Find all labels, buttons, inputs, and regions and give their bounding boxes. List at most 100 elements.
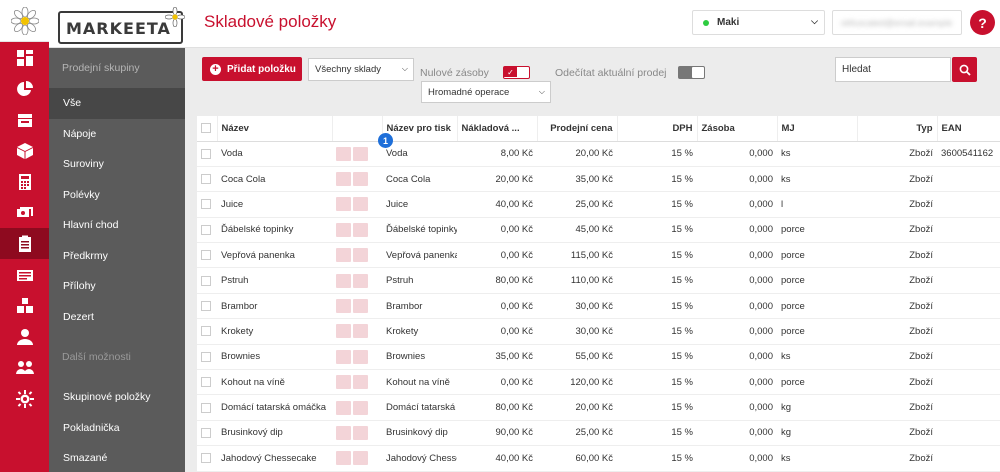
- search-input[interactable]: [835, 57, 951, 82]
- col-header-price[interactable]: Prodejní cena: [537, 116, 618, 142]
- sidebar-item-hlavni-chod[interactable]: Hlavní chod: [63, 219, 119, 232]
- table-row[interactable]: Brownies Brownies 35,00 Kč 55,00 Kč 15 % 0,00…: [197, 344, 1000, 371]
- col-header-type[interactable]: Typ: [857, 116, 938, 142]
- sidebar-item-dezert[interactable]: Dezert: [63, 310, 94, 323]
- edit-icon[interactable]: [336, 375, 351, 390]
- edit-icon[interactable]: [336, 146, 351, 161]
- checkbox[interactable]: [201, 402, 211, 413]
- sidebar-item-pokladnicka[interactable]: Pokladnička: [63, 421, 120, 434]
- duplicate-icon[interactable]: [353, 172, 368, 187]
- duplicate-icon[interactable]: [353, 324, 368, 339]
- row-checkbox[interactable]: [197, 344, 217, 371]
- sidebar-item-suroviny[interactable]: Suroviny: [63, 158, 104, 171]
- edit-icon[interactable]: [336, 197, 351, 212]
- duplicate-icon[interactable]: [353, 400, 368, 415]
- row-checkbox[interactable]: [197, 217, 217, 244]
- col-header-ean[interactable]: EAN: [937, 116, 1000, 142]
- checkbox[interactable]: [201, 427, 211, 438]
- row-checkbox[interactable]: [197, 191, 217, 218]
- duplicate-icon[interactable]: [353, 146, 368, 161]
- logo-cell[interactable]: [0, 0, 49, 42]
- rail-pie-chart-button[interactable]: [0, 73, 49, 104]
- checkbox[interactable]: [201, 301, 211, 312]
- row-checkbox[interactable]: [197, 445, 217, 472]
- duplicate-icon[interactable]: [353, 349, 368, 364]
- add-item-button[interactable]: + Přidat položku: [202, 57, 302, 81]
- duplicate-icon[interactable]: [353, 425, 368, 440]
- col-header-print-name[interactable]: Název pro tisk: [382, 116, 458, 142]
- table-row[interactable]: Kohout na víně Kohout na víně 0,00 Kč 120,0…: [197, 369, 1000, 396]
- checkbox[interactable]: [201, 453, 211, 464]
- duplicate-icon[interactable]: [353, 273, 368, 288]
- rail-inbox-button[interactable]: [0, 104, 49, 135]
- rail-dashboard-button[interactable]: [0, 42, 49, 73]
- row-checkbox[interactable]: [197, 293, 217, 320]
- table-row[interactable]: Krokety Krokety 0,00 Kč 30,00 Kč 15 % 0,000 po…: [197, 318, 1000, 345]
- rail-receipt-button[interactable]: [0, 259, 49, 290]
- checkbox[interactable]: [201, 377, 211, 388]
- rail-team-button[interactable]: [0, 352, 49, 383]
- email-field[interactable]: obfuscated@email.example: [832, 10, 962, 35]
- rail-boxes-button[interactable]: [0, 290, 49, 321]
- edit-icon[interactable]: [336, 248, 351, 263]
- row-checkbox[interactable]: [197, 420, 217, 447]
- help-button[interactable]: ?: [970, 10, 995, 35]
- row-checkbox[interactable]: [197, 242, 217, 269]
- col-header-cost[interactable]: Nákladová ...: [457, 116, 538, 142]
- checkbox[interactable]: [201, 174, 211, 185]
- duplicate-icon[interactable]: [353, 299, 368, 314]
- rail-settings-button[interactable]: [0, 383, 49, 414]
- select-all-checkbox[interactable]: [197, 116, 218, 142]
- checkbox[interactable]: [201, 224, 211, 235]
- rail-calculator-button[interactable]: [0, 166, 49, 197]
- checkbox[interactable]: [201, 199, 211, 210]
- brand-logo[interactable]: MARKEETA: [58, 7, 185, 44]
- table-row[interactable]: Vepřová panenka Vepřová panenka 0,00 Kč 115…: [197, 242, 1000, 269]
- duplicate-icon[interactable]: [353, 451, 368, 466]
- row-checkbox[interactable]: [197, 369, 217, 396]
- table-row[interactable]: Ďábelské topinky Ďábelské topinky 0,00 Kč 4…: [197, 217, 1000, 244]
- sidebar-item-napoje[interactable]: Nápoje: [63, 127, 97, 140]
- edit-icon[interactable]: [336, 451, 351, 466]
- notification-badge[interactable]: 1: [378, 133, 393, 148]
- edit-icon[interactable]: [336, 324, 351, 339]
- row-checkbox[interactable]: [197, 141, 217, 167]
- rail-money-button[interactable]: [0, 197, 49, 228]
- row-checkbox[interactable]: [197, 318, 217, 345]
- sidebar-item-polevky[interactable]: Polévky: [63, 188, 100, 201]
- row-checkbox[interactable]: [197, 267, 217, 294]
- edit-icon[interactable]: [336, 299, 351, 314]
- sidebar-item-vse[interactable]: Vše: [49, 88, 185, 119]
- sidebar-item-smazane[interactable]: Smazané: [63, 452, 108, 465]
- edit-icon[interactable]: [336, 349, 351, 364]
- sidebar-item-skupinove-polozky[interactable]: Skupinové položky: [63, 391, 151, 404]
- col-header-unit[interactable]: MJ: [777, 116, 858, 142]
- col-header-vat[interactable]: DPH: [617, 116, 698, 142]
- table-row[interactable]: Voda Voda 8,00 Kč 20,00 Kč 15 % 0,000 ks Zboží 3…: [197, 141, 1000, 167]
- edit-icon[interactable]: [336, 425, 351, 440]
- warehouse-select[interactable]: Všechny sklady ⌵: [308, 58, 414, 81]
- row-checkbox[interactable]: [197, 166, 217, 193]
- table-row[interactable]: Juice Juice 40,00 Kč 25,00 Kč 15 % 0,000 l Zbož…: [197, 191, 1000, 218]
- checkbox[interactable]: [201, 148, 211, 159]
- duplicate-icon[interactable]: [353, 197, 368, 212]
- col-header-stock[interactable]: Zásoba: [697, 116, 778, 142]
- rail-box-button[interactable]: [0, 135, 49, 166]
- rail-users-button[interactable]: [0, 321, 49, 352]
- duplicate-icon[interactable]: [353, 248, 368, 263]
- checkbox[interactable]: [201, 351, 211, 362]
- zero-stock-toggle[interactable]: ✓: [503, 66, 530, 79]
- duplicate-icon[interactable]: [353, 375, 368, 390]
- bulk-operations-select[interactable]: Hromadné operace ⌵: [421, 81, 551, 103]
- checkbox[interactable]: [201, 326, 211, 337]
- table-row[interactable]: Brusinkový dip Brusinkový dip 90,00 Kč 25,0…: [197, 420, 1000, 447]
- edit-icon[interactable]: [336, 273, 351, 288]
- edit-icon[interactable]: [336, 222, 351, 237]
- table-row[interactable]: Pstruh Pstruh 80,00 Kč 110,00 Kč 15 % 0,000 po…: [197, 267, 1000, 294]
- row-checkbox[interactable]: [197, 394, 217, 421]
- search-button[interactable]: [952, 57, 977, 82]
- deduct-sale-toggle[interactable]: [678, 66, 705, 79]
- table-row[interactable]: Jahodový Chessecake Jahodový Chessec40,00…: [197, 445, 1000, 472]
- edit-icon[interactable]: [336, 172, 351, 187]
